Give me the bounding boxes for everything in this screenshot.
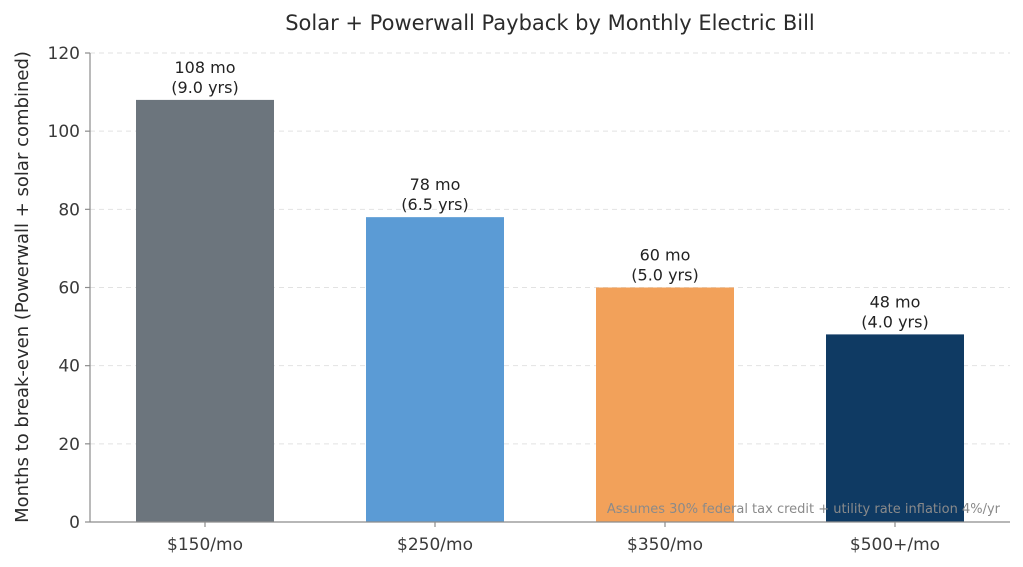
x-tick-label: $250/mo [397,535,473,555]
data-label-months: 60 mo [640,246,691,265]
x-tick-label: $500+/mo [850,535,940,555]
y-tick-label: 80 [58,200,80,220]
axes [85,52,1010,527]
assumption-note: Assumes 30% federal tax credit + utility… [607,502,1001,517]
y-tick-label: 60 [58,279,80,299]
x-tick-label: $350/mo [627,535,703,555]
data-label-years: (6.5 yrs) [401,195,468,214]
bar [366,217,504,522]
y-tick-label: 120 [48,44,80,64]
bar [826,334,964,522]
data-label-years: (9.0 yrs) [171,78,238,97]
data-label-months: 48 mo [870,292,921,311]
y-tick-label: 40 [58,357,80,377]
data-label-years: (4.0 yrs) [861,312,928,331]
data-labels: 108 mo(9.0 yrs) 78 mo(6.5 yrs) 60 mo(5.0 y… [171,58,928,331]
y-axis-label: Months to break-even (Powerwall + solar … [12,51,33,523]
bars [136,99,964,523]
data-label-months: 78 mo [410,175,461,194]
data-label-years: (5.0 yrs) [631,266,698,285]
y-tick-label: 20 [58,435,80,455]
bar [136,99,274,523]
y-tick-label: 0 [69,513,80,533]
data-label-months: 108 mo [175,58,236,77]
x-tick-label: $150/mo [167,535,243,555]
y-tick-label: 100 [48,122,80,142]
tick-labels: 0 20 40 60 80 100 120 $150/mo $250/mo $350/mo $500… [48,44,941,555]
chart-title: Solar + Powerwall Payback by Monthly Ele… [285,11,815,35]
bar [596,287,734,522]
